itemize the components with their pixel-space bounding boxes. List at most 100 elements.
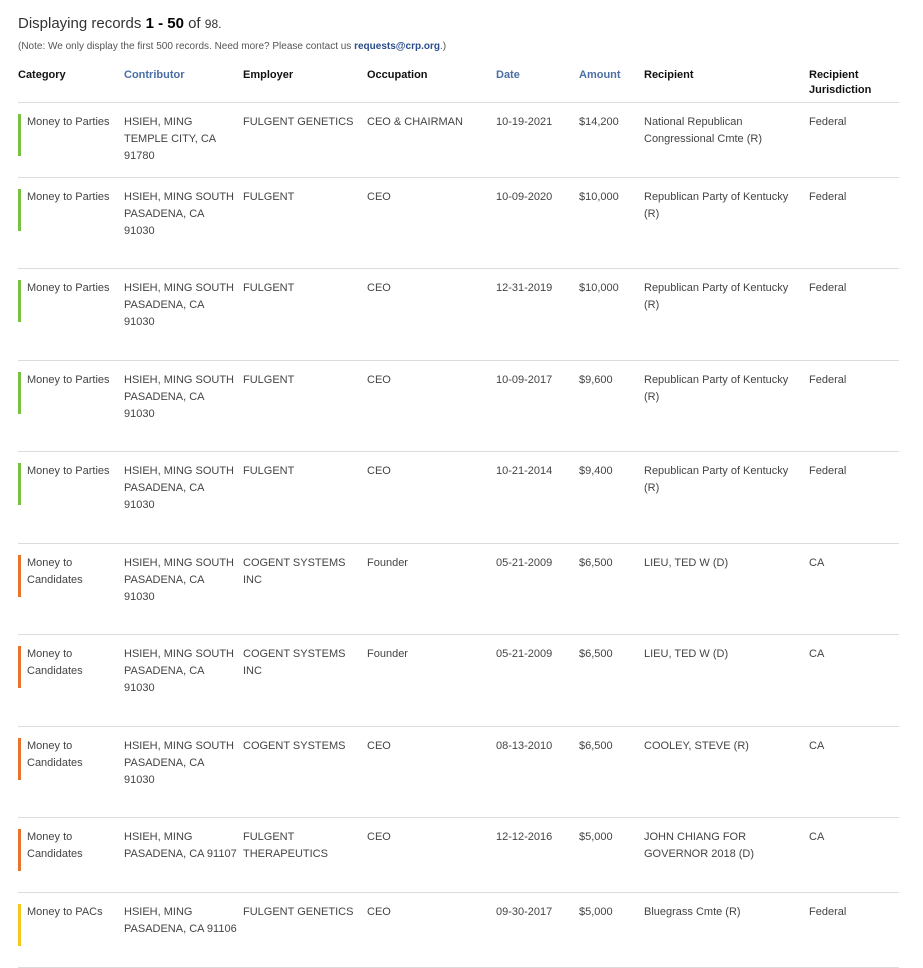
records-note: (Note: We only display the first 500 rec…	[18, 40, 899, 54]
cell-recipient: Republican Party of Kentucky (R)	[644, 360, 809, 452]
cell-contributor: HSIEH, MING SOUTH PASADENA, CA 91030	[124, 177, 243, 269]
cell-occupation: CEO	[367, 451, 496, 544]
header-category: Category	[18, 68, 124, 103]
cell-contributor: HSIEH, MING PASADENA, CA 91107	[124, 817, 243, 893]
cell-recipient: JOHN CHIANG FOR GOVERNOR 2018 (D)	[644, 817, 809, 893]
cell-jurisdiction: CA	[809, 817, 899, 893]
summary-range: 1 - 50	[145, 15, 184, 32]
table-header-row: Category Contributor Employer Occupation…	[18, 68, 899, 103]
cell-amount: $10,000	[579, 268, 644, 361]
note-suffix: .)	[439, 41, 447, 52]
cell-category: Money to Candidates	[18, 726, 124, 818]
cell-date: 10-09-2017	[496, 360, 579, 452]
category-indicator: Money to Parties	[18, 114, 118, 156]
category-indicator: Money to Candidates	[18, 555, 118, 597]
cell-occupation: CEO	[367, 817, 496, 893]
table-row: Money to Candidates HSIEH, MING PASADENA,…	[18, 817, 899, 893]
cell-amount: $14,200	[579, 102, 644, 178]
cell-date: 08-13-2010	[496, 726, 579, 818]
cell-amount: $9,600	[579, 360, 644, 452]
table-row: Money to Parties HSIEH, MING TEMPLE CITY,…	[18, 102, 899, 178]
cell-employer: FULGENT	[243, 360, 367, 452]
cell-recipient: National Republican Congressional Cmte (…	[644, 102, 809, 178]
cell-category: Money to Parties	[18, 177, 124, 269]
header-recipient: Recipient	[644, 68, 809, 103]
cell-employer: FULGENT THERAPEUTICS	[243, 817, 367, 893]
header-employer: Employer	[243, 68, 367, 103]
cell-date: 05-21-2009	[496, 634, 579, 727]
category-indicator: Money to Candidates	[18, 829, 118, 871]
cell-contributor: HSIEH, MING PASADENA, CA 91106	[124, 892, 243, 968]
cell-jurisdiction: Federal	[809, 102, 899, 178]
cell-jurisdiction: CA	[809, 543, 899, 635]
cell-occupation: CEO	[367, 360, 496, 452]
header-contributor-sort[interactable]: Contributor	[124, 68, 243, 103]
category-indicator: Money to Candidates	[18, 646, 118, 688]
cell-date: 09-30-2017	[496, 892, 579, 968]
category-indicator: Money to Candidates	[18, 738, 118, 780]
header-occupation: Occupation	[367, 68, 496, 103]
cell-jurisdiction: Federal	[809, 360, 899, 452]
cell-category: Money to Candidates	[18, 634, 124, 727]
cell-category: Money to Parties	[18, 102, 124, 178]
cell-category: Money to Candidates	[18, 543, 124, 635]
table-body: Money to Parties HSIEH, MING TEMPLE CITY,…	[18, 102, 899, 968]
cell-employer: COGENT SYSTEMS	[243, 726, 367, 818]
cell-recipient: LIEU, TED W (D)	[644, 634, 809, 727]
header-date-sort[interactable]: Date	[496, 68, 579, 103]
cell-contributor: HSIEH, MING TEMPLE CITY, CA 91780	[124, 102, 243, 178]
cell-contributor: HSIEH, MING SOUTH PASADENA, CA 91030	[124, 726, 243, 818]
cell-jurisdiction: Federal	[809, 177, 899, 269]
table-row: Money to Candidates HSIEH, MING SOUTH PAS…	[18, 634, 899, 727]
table-row: Money to PACs HSIEH, MING PASADENA, CA 91…	[18, 892, 899, 968]
cell-jurisdiction: CA	[809, 726, 899, 818]
cell-date: 12-12-2016	[496, 817, 579, 893]
cell-category: Money to Parties	[18, 360, 124, 452]
cell-recipient: COOLEY, STEVE (R)	[644, 726, 809, 818]
cell-contributor: HSIEH, MING SOUTH PASADENA, CA 91030	[124, 360, 243, 452]
table-row: Money to Candidates HSIEH, MING SOUTH PAS…	[18, 726, 899, 818]
cell-amount: $6,500	[579, 726, 644, 818]
cell-contributor: HSIEH, MING SOUTH PASADENA, CA 91030	[124, 451, 243, 544]
cell-category: Money to Parties	[18, 268, 124, 361]
cell-occupation: CEO & CHAIRMAN	[367, 102, 496, 178]
summary-of: of	[188, 15, 201, 32]
cell-recipient: Bluegrass Cmte (R)	[644, 892, 809, 968]
header-jurisdiction: Recipient Jurisdiction	[809, 68, 899, 103]
cell-amount: $5,000	[579, 892, 644, 968]
cell-date: 10-21-2014	[496, 451, 579, 544]
cell-occupation: CEO	[367, 892, 496, 968]
table-row: Money to Parties HSIEH, MING SOUTH PASADE…	[18, 451, 899, 544]
cell-category: Money to Candidates	[18, 817, 124, 893]
records-summary: Displaying records 1 - 50 of 98.	[18, 14, 899, 34]
cell-amount: $5,000	[579, 817, 644, 893]
table-row: Money to Parties HSIEH, MING SOUTH PASADE…	[18, 177, 899, 269]
cell-date: 12-31-2019	[496, 268, 579, 361]
table-row: Money to Parties HSIEH, MING SOUTH PASADE…	[18, 268, 899, 361]
summary-total: 98.	[204, 17, 222, 31]
cell-contributor: HSIEH, MING SOUTH PASADENA, CA 91030	[124, 634, 243, 727]
cell-amount: $6,500	[579, 634, 644, 727]
cell-occupation: CEO	[367, 726, 496, 818]
category-indicator: Money to Parties	[18, 463, 118, 505]
cell-jurisdiction: Federal	[809, 892, 899, 968]
cell-jurisdiction: Federal	[809, 451, 899, 544]
cell-recipient: Republican Party of Kentucky (R)	[644, 268, 809, 361]
category-indicator: Money to Parties	[18, 280, 118, 322]
cell-amount: $10,000	[579, 177, 644, 269]
cell-contributor: HSIEH, MING SOUTH PASADENA, CA 91030	[124, 543, 243, 635]
category-indicator: Money to Parties	[18, 189, 118, 231]
cell-employer: COGENT SYSTEMS INC	[243, 634, 367, 727]
cell-recipient: LIEU, TED W (D)	[644, 543, 809, 635]
cell-occupation: CEO	[367, 268, 496, 361]
cell-occupation: Founder	[367, 543, 496, 635]
contact-email-link[interactable]: requests@crp.org	[354, 41, 440, 52]
cell-category: Money to Parties	[18, 451, 124, 544]
header-amount-sort[interactable]: Amount	[579, 68, 644, 103]
cell-date: 05-21-2009	[496, 543, 579, 635]
summary-prefix: Displaying records	[18, 15, 142, 32]
cell-amount: $6,500	[579, 543, 644, 635]
cell-jurisdiction: CA	[809, 634, 899, 727]
category-indicator: Money to Parties	[18, 372, 118, 414]
cell-jurisdiction: Federal	[809, 268, 899, 361]
